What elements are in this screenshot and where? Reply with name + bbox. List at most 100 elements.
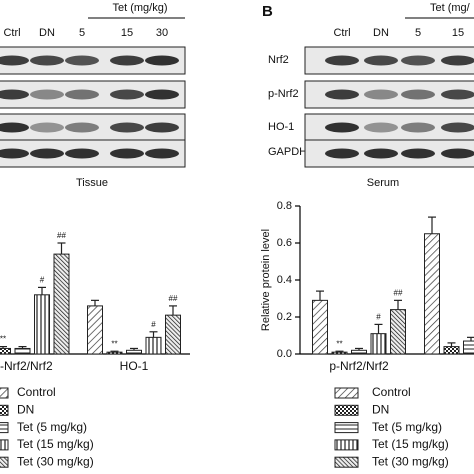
- blot-band: [0, 122, 29, 133]
- blot-band: [110, 55, 144, 66]
- bar: [87, 305, 103, 355]
- lane-label: 5: [415, 27, 421, 39]
- row-label: Nrf2: [268, 54, 289, 66]
- y-tick-label: 0.6: [277, 237, 292, 249]
- legend-swatch: [334, 456, 359, 468]
- row-label: p-Nrf2: [268, 88, 299, 100]
- significance-label: **: [0, 335, 6, 344]
- legend-swatch: [334, 387, 359, 399]
- blot-band: [30, 148, 64, 159]
- bar: [463, 340, 474, 355]
- y-tick-label: 0.0: [277, 348, 292, 360]
- x-tick-label: -Nrf2/Nrf2: [0, 359, 53, 373]
- lane-label: 15: [452, 27, 464, 39]
- lane-label: 5: [79, 27, 85, 39]
- y-tick-label: 0.8: [277, 200, 292, 212]
- blot-band: [110, 148, 144, 159]
- blot-band: [364, 55, 398, 66]
- bar: [370, 333, 387, 355]
- blot-band: [65, 122, 99, 133]
- blot-band: [145, 55, 179, 66]
- significance-label: **: [111, 339, 117, 348]
- bar: [331, 351, 348, 355]
- blot-band: [110, 122, 144, 133]
- blot-band: [0, 89, 29, 100]
- blot-band: [0, 148, 29, 159]
- x-tick-label: HO-1: [120, 359, 149, 373]
- blot-band: [325, 122, 359, 133]
- legend-label: Tet (5 mg/kg): [372, 420, 442, 434]
- blot-band: [30, 55, 64, 66]
- significance-label: **: [336, 339, 342, 348]
- legend-swatch: [334, 439, 359, 451]
- legend-swatch: [0, 422, 9, 434]
- lane-label: DN: [39, 27, 55, 39]
- blot-band: [401, 89, 435, 100]
- legend-swatch: [334, 422, 359, 434]
- blot-band: [145, 122, 179, 133]
- bar: [106, 351, 123, 355]
- legend-label: DN: [17, 402, 34, 416]
- group-label: Tet (mg/: [430, 2, 471, 14]
- bar: [0, 347, 11, 355]
- significance-label: ##: [394, 288, 403, 297]
- blot-band: [110, 89, 144, 100]
- blot-band: [401, 122, 435, 133]
- legend-label: Tet (30 mg/kg): [17, 454, 94, 468]
- bar: [424, 233, 440, 355]
- legend-label: Control: [372, 385, 411, 399]
- blot-band: [401, 148, 435, 159]
- blot-band: [364, 122, 398, 133]
- significance-label: #: [40, 276, 45, 285]
- bar: [443, 346, 460, 355]
- lane-label: Ctrl: [3, 27, 20, 39]
- legend-label: Tet (5 mg/kg): [17, 420, 87, 434]
- blot-band: [65, 55, 99, 66]
- blot-band: [145, 89, 179, 100]
- blot-band: [364, 89, 398, 100]
- legend-label: Tet (30 mg/kg): [372, 454, 449, 468]
- panel-label: B: [262, 3, 273, 20]
- row-label: HO-1: [268, 121, 294, 133]
- blot-band: [364, 148, 398, 159]
- blot-band: [325, 148, 359, 159]
- blot-band: [325, 55, 359, 66]
- blot-caption: Serum: [367, 177, 399, 189]
- blot-band: [325, 89, 359, 100]
- legend-label: Tet (15 mg/kg): [372, 437, 449, 451]
- significance-label: #: [151, 320, 156, 329]
- legend-label: DN: [372, 402, 389, 416]
- lane-label: Ctrl: [333, 27, 350, 39]
- x-tick-label: p-Nrf2/Nrf2: [329, 359, 389, 373]
- legend-swatch: [334, 404, 359, 416]
- blot-band: [145, 148, 179, 159]
- bar: [145, 336, 162, 355]
- bar: [34, 294, 50, 355]
- bar: [14, 347, 31, 355]
- blot-band: [441, 122, 474, 133]
- bar: [165, 314, 181, 355]
- bar: [53, 253, 70, 355]
- blot-band: [65, 148, 99, 159]
- legend-swatch: [0, 439, 9, 451]
- blot-band: [0, 55, 29, 66]
- blot-band: [401, 55, 435, 66]
- bar: [351, 349, 367, 355]
- lane-label: 30: [156, 27, 168, 39]
- bar: [312, 299, 328, 355]
- significance-label: ##: [169, 294, 178, 303]
- blot-band: [441, 55, 474, 66]
- y-tick-label: 0.2: [277, 311, 292, 323]
- row-label: GAPDH: [268, 146, 307, 158]
- legend-label: Control: [17, 385, 56, 399]
- bar: [390, 309, 406, 355]
- legend-swatch: [0, 456, 9, 468]
- legend-swatch: [0, 387, 9, 399]
- blot-band: [441, 148, 474, 159]
- significance-label: #: [376, 313, 381, 322]
- group-label: Tet (mg/kg): [112, 2, 167, 14]
- blot-caption: Tissue: [76, 177, 108, 189]
- blot-band: [441, 89, 474, 100]
- blot-band: [65, 89, 99, 100]
